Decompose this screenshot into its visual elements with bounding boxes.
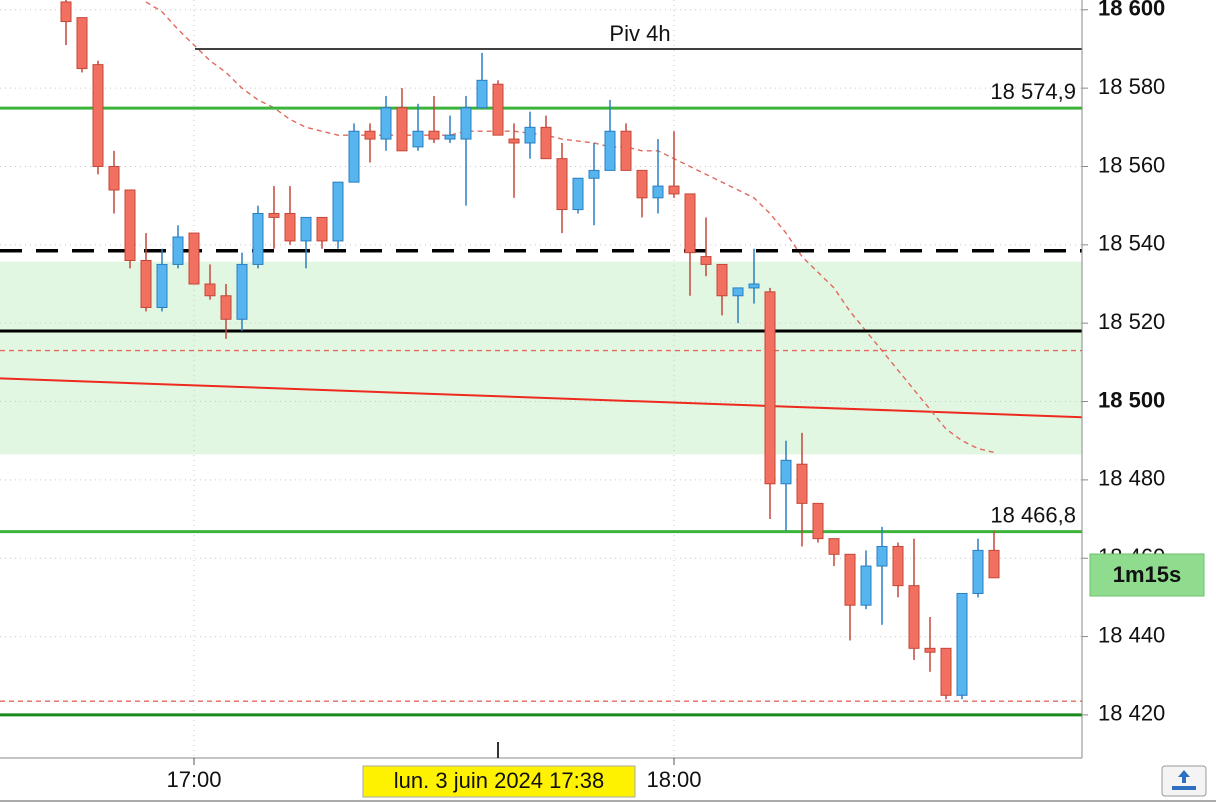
candle-body	[108, 165, 120, 191]
candle-body	[540, 126, 552, 160]
crosshair-label: lun. 3 juin 2024 17:38	[394, 768, 604, 793]
y-tick-label: 18 600	[1098, 0, 1165, 21]
candle-body	[780, 459, 792, 485]
y-tick-label: 18 580	[1098, 74, 1165, 99]
level-label: 18 574,9	[990, 79, 1076, 104]
candle-body	[844, 553, 856, 606]
candle-body	[972, 549, 984, 594]
level-label: 18 466,8	[990, 502, 1076, 527]
button-icon	[1178, 770, 1190, 783]
level-label: Piv 4h	[609, 21, 670, 46]
candle-body	[172, 236, 184, 265]
candle-body	[956, 592, 968, 696]
candle-body	[268, 212, 280, 218]
timer-label: 1m15s	[1113, 562, 1182, 587]
y-tick-label: 18 440	[1098, 622, 1165, 647]
candle-body	[348, 130, 360, 183]
candle-body	[380, 107, 392, 140]
candle-body	[284, 212, 296, 242]
candle-body	[908, 585, 920, 649]
plot-area: Piv 4h 18 574,9 18 466,8	[0, 0, 1082, 758]
button-icon	[1172, 786, 1196, 790]
candle-body	[316, 216, 328, 242]
candle-body	[828, 538, 840, 555]
candle-body	[508, 138, 520, 144]
y-tick-label: 18 500	[1098, 387, 1165, 412]
candle-body	[588, 169, 600, 179]
candle-body	[428, 130, 440, 140]
candle-body	[252, 212, 264, 265]
candle-body	[892, 545, 904, 587]
candle-body	[492, 83, 504, 136]
candle-body	[220, 295, 232, 320]
candle-body	[812, 502, 824, 540]
candle-body	[236, 263, 248, 320]
candle-body	[572, 177, 584, 211]
candle-body	[732, 287, 744, 297]
crosshair-box	[362, 765, 636, 798]
candle-body	[700, 256, 712, 265]
candle-body	[652, 185, 664, 199]
x-tick-label: 18:00	[646, 767, 701, 792]
candle-body	[460, 107, 472, 140]
timer-box	[1089, 553, 1205, 597]
candle-body	[668, 185, 680, 195]
y-tick-label: 18 420	[1098, 701, 1165, 726]
candle-body	[748, 283, 760, 289]
y-tick-label: 18 520	[1098, 309, 1165, 334]
candle-body	[364, 130, 376, 140]
candle-body	[92, 64, 104, 167]
candle-body	[332, 181, 344, 242]
candle-body	[140, 260, 152, 309]
candle-body	[924, 647, 936, 653]
moving-average	[145, 1, 995, 454]
candle-body	[124, 189, 136, 262]
scroll-button[interactable]	[1161, 765, 1207, 797]
candle-body	[860, 565, 872, 606]
y-tick-label: 18 540	[1098, 231, 1165, 256]
x-tick-label: 17:00	[166, 767, 221, 792]
candle-body	[796, 463, 808, 504]
candle-body	[76, 17, 88, 70]
candle-body	[300, 216, 312, 242]
candle-body	[620, 130, 632, 171]
candle-body	[556, 158, 568, 211]
candle-body	[764, 291, 776, 485]
candle-body	[60, 1, 72, 23]
candle-body	[988, 549, 1000, 579]
candle-body	[476, 79, 488, 109]
y-tick-label: 18 480	[1098, 466, 1165, 491]
candle-body	[444, 134, 456, 140]
candle-body	[156, 263, 168, 309]
zone	[0, 261, 1082, 455]
candle-body	[188, 232, 200, 285]
candle-body	[412, 130, 424, 148]
candle-body	[204, 283, 216, 297]
candle-body	[876, 545, 888, 567]
candle-body	[716, 263, 728, 297]
candle-body	[684, 193, 696, 254]
candle-body	[396, 107, 408, 152]
y-tick-label: 18 560	[1098, 152, 1165, 177]
candle-body	[636, 169, 648, 199]
candle-body	[940, 647, 952, 696]
candle-body	[604, 130, 616, 171]
candle-body	[524, 126, 536, 144]
trendline	[0, 377, 1082, 419]
